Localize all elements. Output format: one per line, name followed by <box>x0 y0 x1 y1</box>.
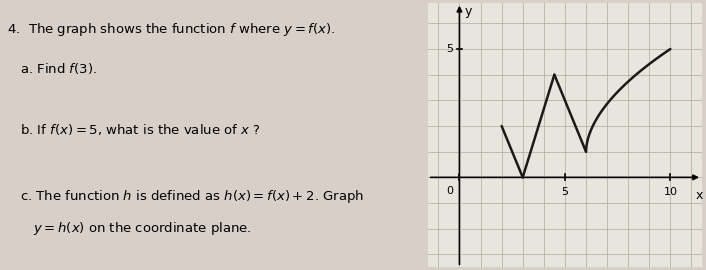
Text: a. Find $f(3)$.: a. Find $f(3)$. <box>20 61 97 76</box>
Text: 10: 10 <box>664 187 677 197</box>
Text: 5: 5 <box>561 187 568 197</box>
Text: y: y <box>465 5 472 18</box>
Text: 4.  The graph shows the function $f$ where $y = f(x)$.: 4. The graph shows the function $f$ wher… <box>7 21 335 38</box>
Text: b. If $f(x) = 5$, what is the value of $x$ ?: b. If $f(x) = 5$, what is the value of $… <box>20 122 261 137</box>
Text: $y = h(x)$ on the coordinate plane.: $y = h(x)$ on the coordinate plane. <box>32 220 251 237</box>
Text: c. The function $h$ is defined as $h(x) = f(x) + 2$. Graph: c. The function $h$ is defined as $h(x) … <box>20 188 364 205</box>
Text: 5: 5 <box>446 44 453 54</box>
Text: x: x <box>695 189 702 202</box>
Text: 0: 0 <box>446 186 453 196</box>
